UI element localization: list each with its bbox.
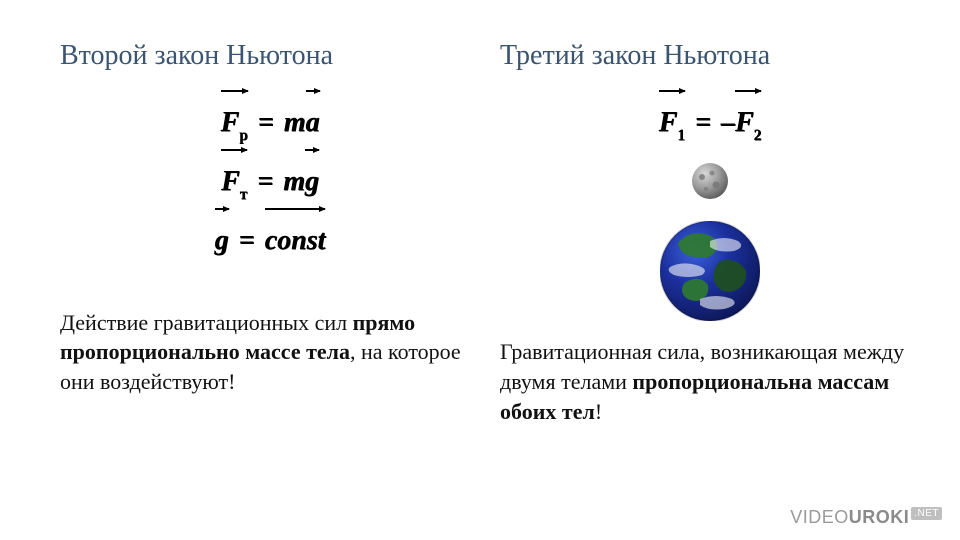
watermark-uroki: UROKI <box>849 507 910 527</box>
column-third-law: Третий закон Ньютона F1 = –F2 Гравитацио… <box>500 40 920 426</box>
vec-const: const <box>265 208 326 267</box>
vec-F2: F2 <box>735 90 761 149</box>
slide: Второй закон Ньютона Fр = ma Fт = mg g =… <box>0 0 960 540</box>
vec-g-2: g <box>215 208 229 267</box>
vec-F-p: Fр <box>221 90 248 149</box>
vec-F-t: Fт <box>221 149 247 208</box>
watermark-video: VIDEO <box>790 507 849 527</box>
formula-third-law: F1 = –F2 <box>500 90 920 149</box>
heading-third-law: Третий закон Ньютона <box>500 40 920 72</box>
formulas-second-law: Fр = ma Fт = mg g = const <box>60 90 480 268</box>
column-second-law: Второй закон Ньютона Fр = ma Fт = mg g =… <box>60 40 480 397</box>
explain-third-law: Гравитационная сила, возникающая между д… <box>500 337 920 426</box>
celestial-bodies <box>500 159 920 329</box>
watermark: VIDEOUROKI.NET <box>790 507 942 528</box>
vec-g-1: g <box>305 149 319 208</box>
heading-second-law: Второй закон Ньютона <box>60 40 480 72</box>
earth-icon <box>660 221 760 321</box>
explain-second-law: Действие гравитационных сил прямо пропор… <box>60 308 480 397</box>
formula-f1-f2: F1 = –F2 <box>500 90 920 149</box>
watermark-tld: .NET <box>911 507 942 520</box>
moon-icon <box>692 163 728 199</box>
vec-F1: F1 <box>659 90 685 149</box>
formula-g-const: g = const <box>60 208 480 267</box>
formula-ft-mg: Fт = mg <box>60 149 480 208</box>
formula-fp-ma: Fр = ma <box>60 90 480 149</box>
vec-a: a <box>306 90 320 149</box>
